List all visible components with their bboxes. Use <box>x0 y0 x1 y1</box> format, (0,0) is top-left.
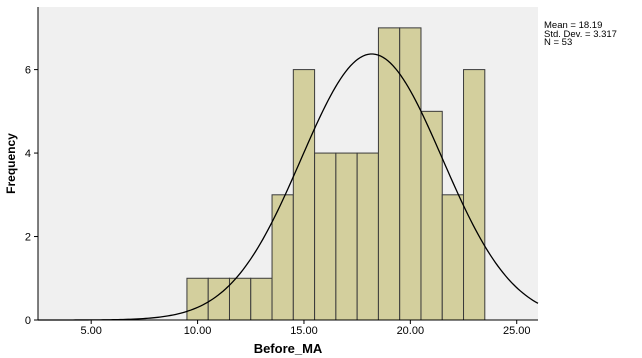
x-tick-label: 10.00 <box>184 325 212 337</box>
histogram-bar <box>399 27 422 321</box>
y-axis-ticks: 0 2 4 6 <box>25 65 38 327</box>
x-tick-label: 5.00 <box>80 325 101 337</box>
y-tick-label: 2 <box>25 232 31 244</box>
stats-n: N = 53 <box>544 37 573 48</box>
y-tick-label: 6 <box>25 65 31 77</box>
stats-box: Mean = 18.19 Std. Dev. = 3.317 N = 53 <box>544 20 617 48</box>
y-axis-title: Frequency <box>4 133 18 194</box>
histogram-bar <box>228 277 252 321</box>
histogram-bar <box>271 194 294 321</box>
x-axis-ticks: 5.00 10.00 15.00 20.00 25.00 <box>80 320 530 337</box>
histogram-bar <box>441 194 465 321</box>
y-tick-label: 0 <box>25 315 31 327</box>
x-axis-title: Before_MA <box>254 341 323 356</box>
histogram-bar <box>186 277 209 321</box>
histogram-bar <box>250 277 273 321</box>
histogram-bar <box>292 69 316 321</box>
x-tick-label: 25.00 <box>503 325 531 337</box>
histogram-bar <box>377 27 401 321</box>
stats-mean: Mean = 18.19 <box>544 20 603 31</box>
histogram-bar <box>356 152 379 321</box>
axes-layer <box>37 7 538 321</box>
histogram-bar <box>335 152 358 321</box>
stats-std-dev: Std. Dev. = 3.317 <box>544 28 617 40</box>
histogram-bar <box>420 110 443 321</box>
histogram-bar <box>314 152 337 321</box>
x-tick-label: 15.00 <box>290 325 318 337</box>
y-tick-label: 4 <box>25 148 31 160</box>
histogram-bar <box>463 69 486 321</box>
x-tick-label: 20.00 <box>397 325 425 337</box>
